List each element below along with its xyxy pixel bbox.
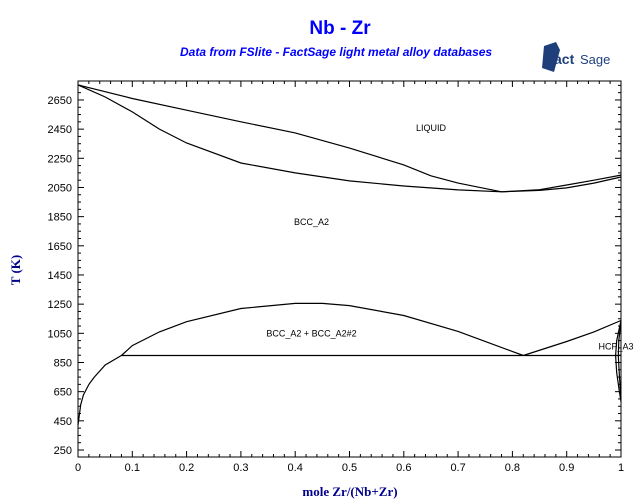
phase-boundary-hcp-boundary-right [617,320,622,400]
y-tick-label: 1650 [48,241,72,253]
y-tick-label: 2250 [48,153,72,165]
region-label: BCC_A2 + BCC_A2#2 [266,329,356,339]
y-axis-label: T (K) [8,255,23,285]
y-tick-label: 250 [54,445,72,457]
x-tick-label: 0.6 [396,462,411,474]
y-tick-label: 2450 [48,124,72,136]
x-tick-label: 0.4 [288,462,303,474]
chart-subtitle: Data from FSlite - FactSage light metal … [180,45,493,59]
y-tick-label: 1450 [48,270,72,282]
phase-boundary-solidus [77,84,622,193]
region-label: LIQUID [416,123,447,133]
svg-text:act: act [554,51,575,67]
x-tick-label: 0.7 [450,462,465,474]
phase-boundary-bcc-zr-solvus [523,319,622,357]
y-tick-label: 850 [54,357,72,369]
phase-boundary-nb-rich-solvus [77,354,122,426]
factsage-logo: act Sage [542,42,610,72]
x-tick-label: 0.2 [179,462,194,474]
x-tick-label: 0.8 [505,462,520,474]
y-tick-label: 1850 [48,212,72,224]
y-tick-label: 450 [54,416,72,428]
x-tick-label: 0.9 [559,462,574,474]
region-label: HCP_A3 [599,341,634,351]
phase-boundary-liquidus [77,84,622,193]
y-tick-label: 1050 [48,328,72,340]
x-tick-label: 1 [618,462,624,474]
phase-boundary-miscibility-gap [120,302,524,357]
region-label: BCC_A2 [294,217,329,227]
y-tick-label: 2050 [48,182,72,194]
x-tick-label: 0.1 [125,462,140,474]
x-tick-label: 0.5 [342,462,357,474]
phase-boundary-hcp-boundary-left [614,320,622,402]
chart-title: Nb - Zr [309,18,371,39]
y-tick-label: 1250 [48,299,72,311]
x-axis-label: mole Zr/(Nb+Zr) [302,484,397,499]
svg-text:Sage: Sage [580,52,610,67]
x-tick-label: 0.3 [233,462,248,474]
plot-frame [77,80,622,458]
y-tick-label: 650 [54,387,72,399]
y-tick-label: 2650 [48,95,72,107]
x-tick-label: 0 [75,462,81,474]
